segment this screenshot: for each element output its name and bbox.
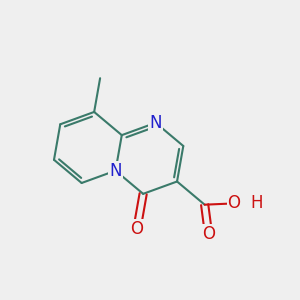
- Text: N: N: [109, 162, 122, 180]
- Text: O: O: [227, 194, 241, 212]
- Text: N: N: [149, 114, 162, 132]
- Text: O: O: [130, 220, 143, 238]
- Text: H: H: [250, 194, 263, 212]
- Text: O: O: [202, 225, 215, 243]
